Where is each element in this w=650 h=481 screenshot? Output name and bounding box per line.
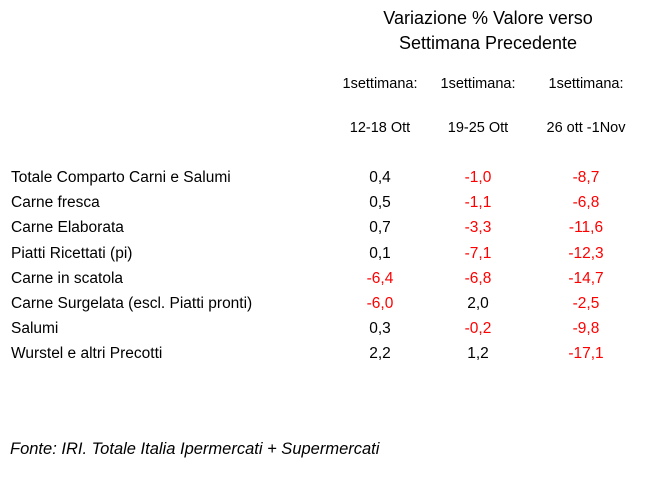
row-value-week1: -6,4 [366, 269, 394, 287]
page-title-line-1: Variazione % Valore verso [383, 8, 593, 28]
row-value-week1: 0,1 [369, 244, 391, 262]
row-value-week3: -8,7 [572, 169, 600, 186]
column-header-date-row: 12-18 Ott 19-25 Ott 26 ott -1Nov [330, 118, 646, 138]
row-value-week3: -6,8 [572, 194, 600, 212]
row-value-week1: -6,0 [366, 294, 394, 312]
column-header-period-3: 1settimana: [548, 76, 624, 92]
row-value-week2: -0,2 [464, 320, 492, 338]
row-value-week2: -3,3 [464, 219, 492, 237]
table-row: Carne Surgelata (escl. Piatti pronti) -6… [0, 291, 650, 316]
row-value-week2: 2,0 [467, 294, 489, 312]
row-value-week1: 0,4 [369, 169, 391, 186]
row-value-week3: -14,7 [568, 269, 604, 287]
data-table: Totale Comparto Carni e Salumi 0,4 -1,0 … [0, 165, 650, 367]
source-note: Fonte: IRI. Totale Italia Ipermercati + … [10, 440, 380, 458]
row-value-week2: 1,2 [467, 345, 489, 363]
row-value-week3: -9,8 [572, 320, 600, 338]
row-value-week1: 0,3 [369, 320, 391, 338]
row-label: Carne in scatola [11, 269, 124, 287]
table-row: Wurstel e altri Precotti 2,2 1,2 -17,1 [0, 341, 650, 366]
row-value-week3: -11,6 [568, 219, 604, 237]
row-value-week1: 0,5 [369, 194, 391, 212]
row-label: Salumi [11, 320, 59, 338]
page-title-line-2: Settimana Precedente [398, 33, 578, 53]
table-row: Piatti Ricettati (pi) 0,1 -7,1 -12,3 [0, 241, 650, 266]
table-row: Carne in scatola -6,4 -6,8 -14,7 [0, 266, 650, 291]
row-value-week2: -7,1 [464, 244, 492, 262]
column-header-date-3: 26 ott -1Nov [546, 120, 626, 136]
row-label: Carne Surgelata (escl. Piatti pronti) [11, 294, 253, 312]
row-label: Wurstel e altri Precotti [11, 345, 163, 363]
table-row: Carne fresca 0,5 -1,1 -6,8 [0, 190, 650, 215]
row-label: Carne fresca [11, 194, 100, 212]
row-value-week2: -1,1 [464, 194, 492, 212]
row-label: Carne Elaborata [11, 219, 124, 237]
column-header-period-1: 1settimana: [342, 76, 418, 92]
row-value-week3: -17,1 [568, 345, 604, 363]
row-value-week2: -6,8 [464, 269, 492, 287]
row-label: Totale Comparto Carni e Salumi [11, 169, 231, 186]
table-row: Salumi 0,3 -0,2 -9,8 [0, 316, 650, 341]
row-value-week1: 0,7 [369, 219, 391, 237]
row-value-week1: 2,2 [369, 345, 391, 363]
row-label: Piatti Ricettati (pi) [11, 244, 133, 262]
row-value-week3: -2,5 [572, 294, 600, 312]
row-value-week3: -12,3 [568, 244, 604, 262]
table-row: Totale Comparto Carni e Salumi 0,4 -1,0 … [0, 165, 650, 190]
column-header-period-2: 1settimana: [440, 76, 516, 92]
column-header-date-1: 12-18 Ott [349, 120, 411, 136]
page-title: Variazione % Valore verso Settimana Prec… [330, 6, 646, 56]
column-header-period-row: 1settimana: 1settimana: 1settimana: [330, 74, 646, 94]
column-header-date-2: 19-25 Ott [447, 120, 509, 136]
row-value-week2: -1,0 [464, 169, 492, 186]
table-row: Carne Elaborata 0,7 -3,3 -11,6 [0, 215, 650, 240]
